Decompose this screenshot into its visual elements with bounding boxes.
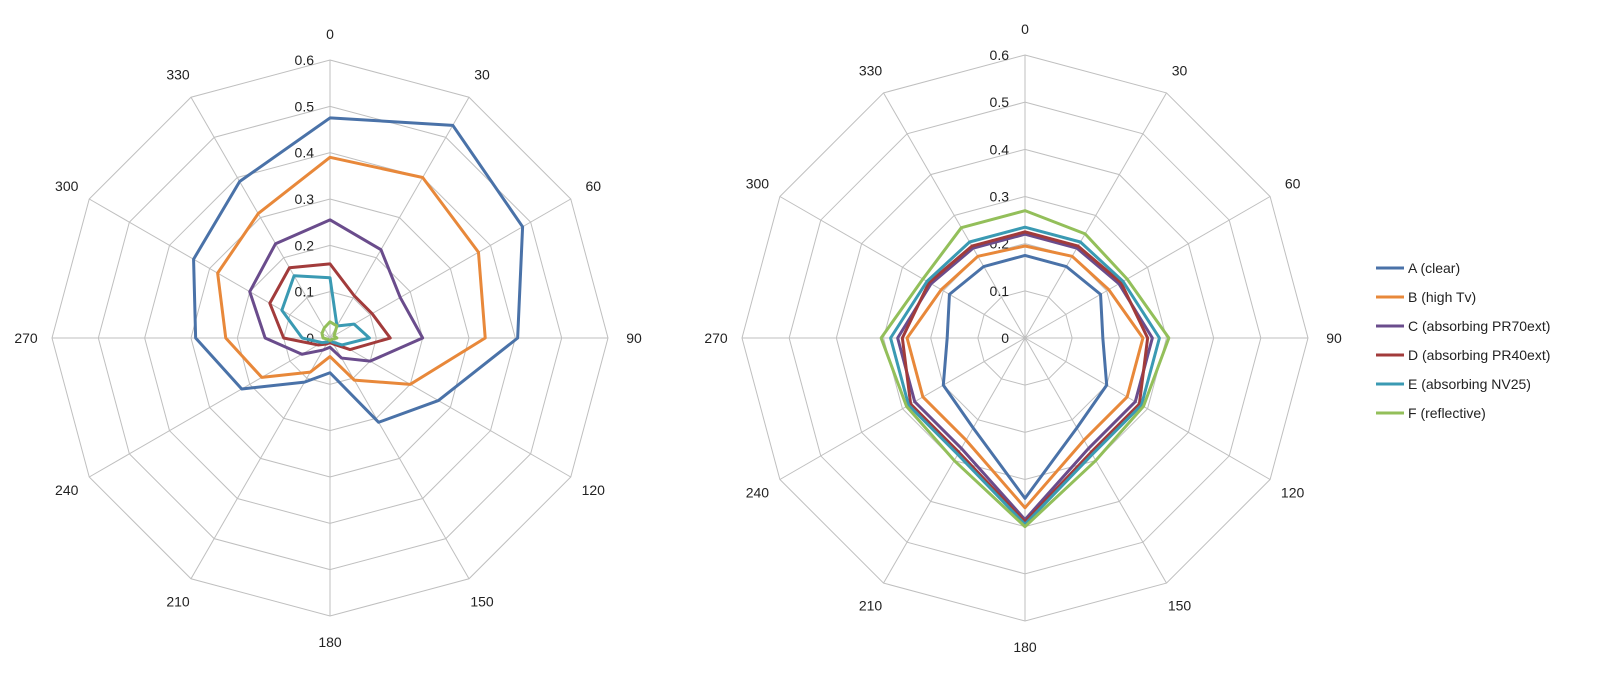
angle-label: 270 xyxy=(704,330,728,346)
series-line-f-reflective xyxy=(320,320,339,342)
legend-label-d-absorbing-pr40ext: D (absorbing PR40ext) xyxy=(1408,347,1550,363)
spoke-line xyxy=(779,196,1026,339)
series-line-f-reflective xyxy=(879,209,1171,529)
angle-label: 240 xyxy=(746,485,770,501)
radial-tick-label: 0.1 xyxy=(990,283,1010,299)
radar-chart-right: 030609012015018021024027030033000.10.20.… xyxy=(704,21,1342,655)
spoke-line xyxy=(883,92,1026,339)
legend-label-a-clear: A (clear) xyxy=(1408,260,1460,276)
spoke-line xyxy=(329,96,470,339)
angle-label: 120 xyxy=(582,482,606,498)
spoke-line xyxy=(1024,337,1271,480)
spoke-line xyxy=(190,337,331,580)
series-line-c-absorbing-pr70ext xyxy=(248,218,425,363)
spoke-line xyxy=(329,198,572,339)
spoke-line xyxy=(1024,196,1271,339)
spoke-line xyxy=(779,337,1026,480)
angle-label: 0 xyxy=(326,26,334,42)
radial-tick-label: 0 xyxy=(306,330,314,346)
radar-chart-left: 0 30 60 90 120 150 180 210 240 270 300 330 0 0.1 0.2 0.… xyxy=(14,26,642,650)
series-line-c-absorbing-pr70ext xyxy=(896,232,1154,522)
legend-label-c-absorbing-pr70ext: C (absorbing PR70ext) xyxy=(1408,318,1550,334)
angle-label: 330 xyxy=(859,62,883,78)
angle-label: 90 xyxy=(626,330,642,346)
radial-tick-label: 0.4 xyxy=(990,141,1010,157)
radial-tick-label: 0.4 xyxy=(295,145,315,161)
angle-label: 60 xyxy=(585,178,601,194)
series-line-a-clear xyxy=(941,253,1109,500)
radial-tick-label: 0.5 xyxy=(295,98,315,114)
series-line-d-absorbing-pr40ext xyxy=(268,262,392,352)
angle-label: 270 xyxy=(14,330,38,346)
radial-tick-label: 0.6 xyxy=(295,52,315,68)
angle-label: 90 xyxy=(1326,330,1342,346)
angle-label: 330 xyxy=(166,67,190,83)
spoke-line xyxy=(329,337,470,580)
angle-label: 180 xyxy=(1013,639,1037,655)
angle-label: 210 xyxy=(859,598,883,614)
legend-label-e-absorbing-nv25: E (absorbing NV25) xyxy=(1408,376,1531,392)
radial-tick-label: 0 xyxy=(1001,330,1009,346)
spoke-line xyxy=(88,198,331,339)
angle-label: 300 xyxy=(746,176,770,192)
spoke-line xyxy=(88,337,331,478)
radial-tick-label: 0.5 xyxy=(990,94,1010,110)
radial-tick-label: 0.3 xyxy=(990,189,1010,205)
angle-label: 0 xyxy=(1021,21,1029,37)
legend-label-b-high-tv: B (high Tv) xyxy=(1408,289,1476,305)
angle-label: 240 xyxy=(55,482,79,498)
radial-tick-label: 0.2 xyxy=(295,237,315,253)
angle-label: 60 xyxy=(1285,176,1301,192)
radial-tick-label: 0.6 xyxy=(990,47,1010,63)
legend-label-f-reflective: F (reflective) xyxy=(1408,405,1486,421)
radial-tick-label: 0.1 xyxy=(295,284,315,300)
spoke-line xyxy=(1024,92,1167,339)
angle-label: 150 xyxy=(1168,598,1192,614)
spoke-line xyxy=(190,96,331,339)
series-line-d-absorbing-pr40ext xyxy=(900,230,1150,524)
chart-legend: A (clear) B (high Tv) C (absorbing PR70ext… xyxy=(1376,260,1550,421)
series-line-e-absorbing-nv25 xyxy=(889,225,1161,526)
angle-label: 120 xyxy=(1281,485,1305,501)
series-line-b-high-tv xyxy=(905,244,1145,510)
series-line-a-clear xyxy=(192,116,525,424)
angle-label: 30 xyxy=(1172,62,1188,78)
radial-tick-label: 0.3 xyxy=(295,191,315,207)
angle-label: 150 xyxy=(470,593,494,609)
series-line-b-high-tv xyxy=(216,155,487,386)
angle-label: 300 xyxy=(55,178,79,194)
angle-label: 30 xyxy=(474,67,490,83)
angle-label: 180 xyxy=(318,634,342,650)
angle-label: 210 xyxy=(166,593,190,609)
